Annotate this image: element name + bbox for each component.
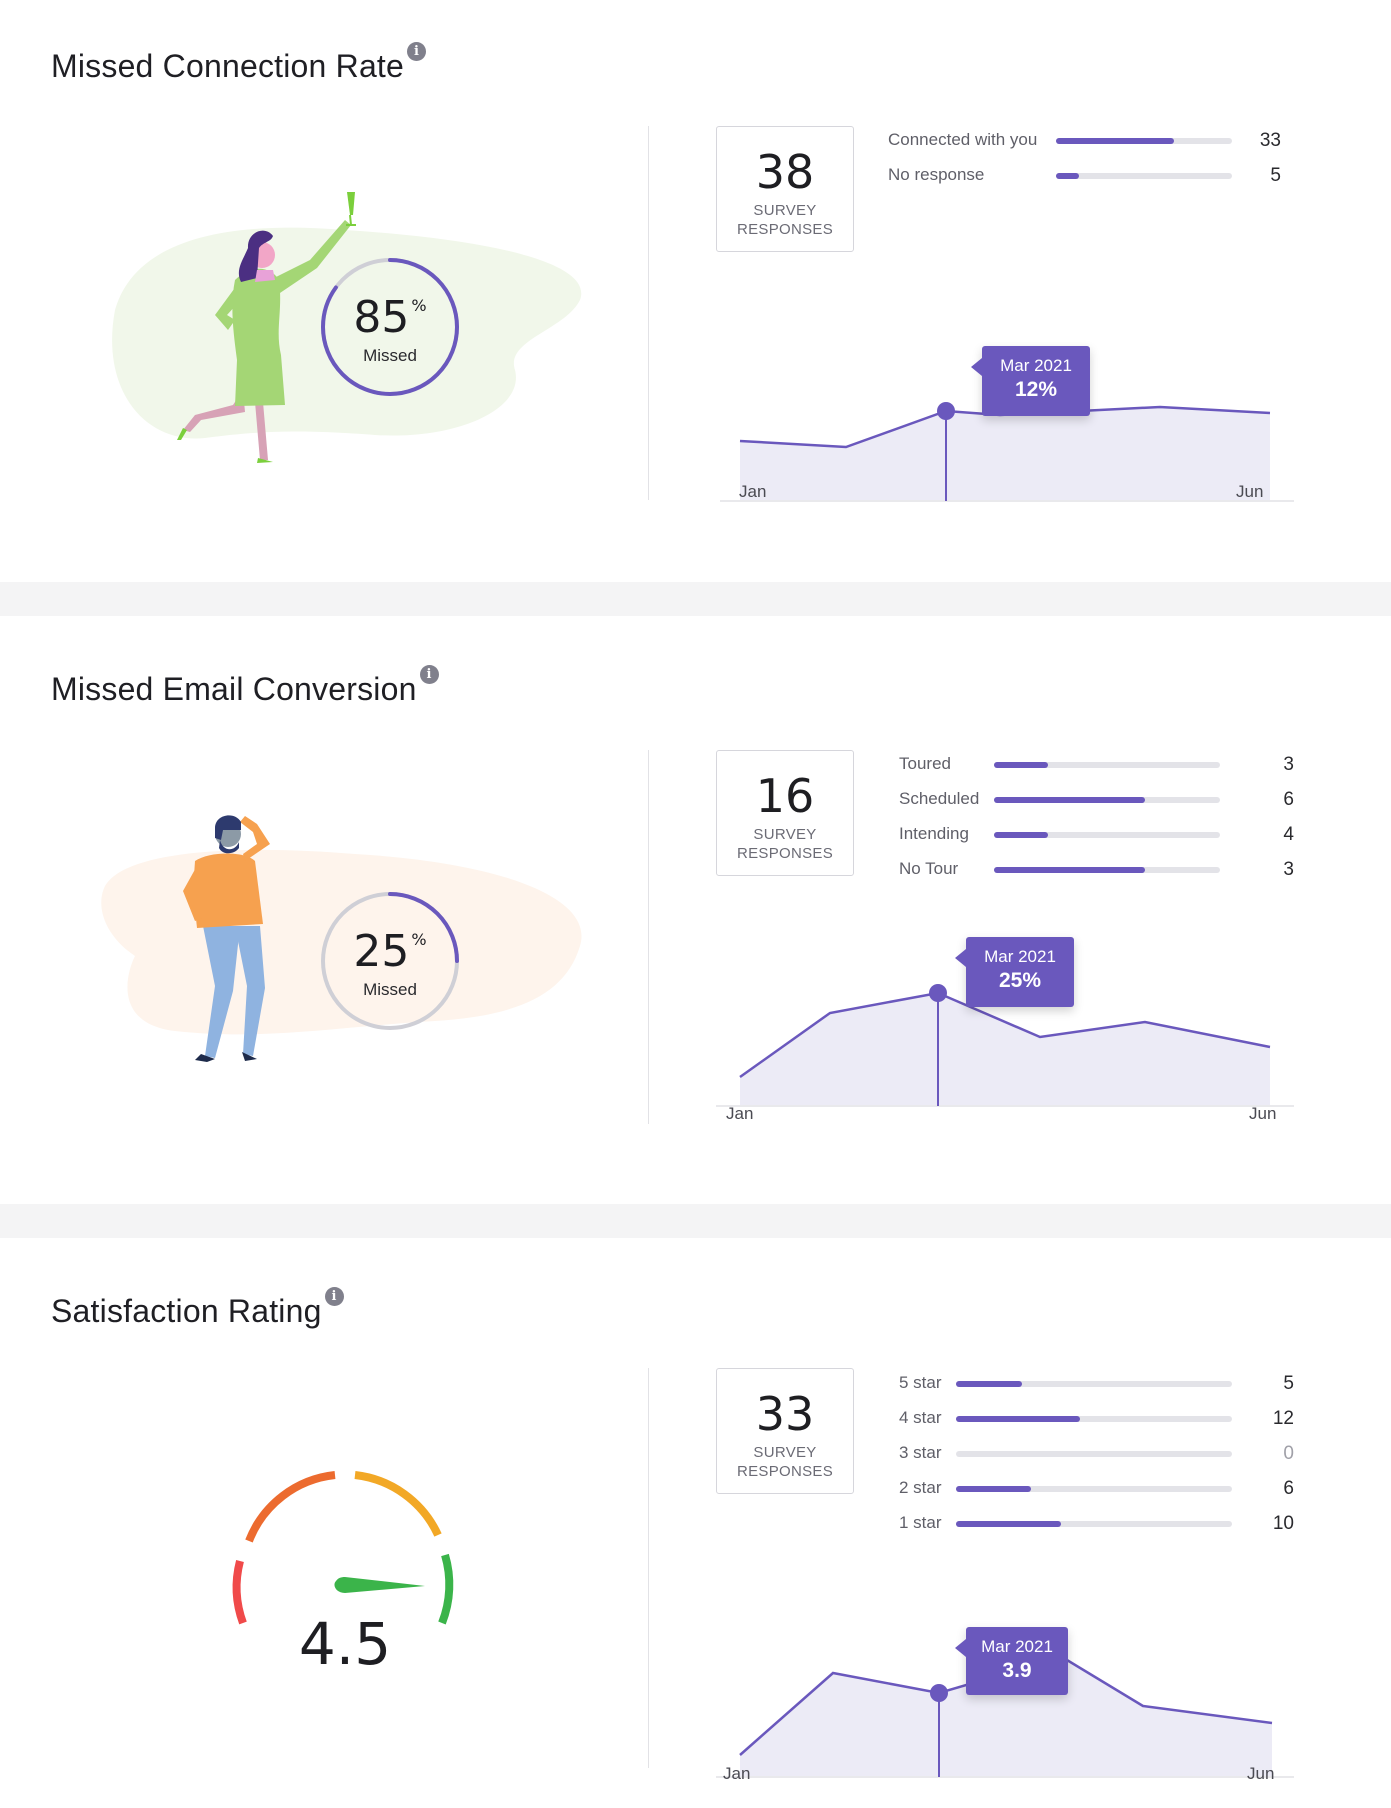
illustration-man: [95, 796, 595, 1116]
info-icon[interactable]: i: [407, 42, 427, 61]
breakdown-row: Toured 3: [899, 754, 1294, 775]
breakdown-row: No Tour 3: [899, 859, 1294, 880]
breakdown-row: 3 star 0: [899, 1443, 1294, 1464]
section-title: Satisfaction Rating i: [51, 1287, 344, 1330]
missed-rate-readout: 25% Missed: [353, 926, 427, 1000]
chart-area: [740, 1657, 1272, 1776]
survey-responses-label: SURVEY RESPONSES: [736, 202, 834, 238]
section-title: Missed Connection Rate i: [51, 42, 427, 85]
breakdown-row: 1 star 10: [899, 1513, 1294, 1534]
x-axis-label-start: Jan: [739, 482, 767, 501]
missed-rate-readout: 85% Missed: [353, 292, 427, 366]
section-title: Missed Email Conversion i: [51, 665, 439, 708]
breakdown-bar: [994, 832, 1049, 838]
breakdown-row: 2 star 6: [899, 1478, 1294, 1499]
survey-response-count: 33: [755, 1387, 815, 1441]
chart-tooltip: Mar 2021 12%: [971, 346, 1090, 416]
breakdown-bar: [994, 797, 1146, 803]
section-separator: [0, 1204, 1391, 1238]
hover-point[interactable]: [930, 1684, 948, 1702]
illustration-woman: [95, 170, 595, 490]
breakdown-row: Intending 4: [899, 824, 1294, 845]
breakdown-bar: [994, 867, 1146, 873]
column-divider: [648, 126, 649, 500]
survey-responses-box: 33 SURVEY RESPONSES: [716, 1368, 854, 1494]
breakdown-bar: [1056, 138, 1174, 144]
satisfaction-gauge: [232, 1471, 454, 1625]
section-missed-connection-rate: Missed Connection Rate i: [0, 0, 1391, 582]
breakdown-row: No response 5: [888, 165, 1281, 186]
trend-chart[interactable]: [700, 335, 1310, 535]
column-divider: [648, 1368, 649, 1768]
breakdown-bar: [956, 1381, 1023, 1387]
info-icon[interactable]: i: [324, 1287, 344, 1306]
survey-response-count: 38: [755, 145, 815, 199]
survey-responses-label: SURVEY RESPONSES: [736, 1444, 834, 1480]
breakdown-bar: [956, 1486, 1031, 1492]
breakdown-bar: [1056, 173, 1079, 179]
breakdown-row: Connected with you 33: [888, 130, 1281, 151]
trend-chart[interactable]: [700, 950, 1310, 1150]
satisfaction-score: 4.5: [298, 1610, 392, 1678]
breakdown-row: 4 star 12: [899, 1408, 1294, 1429]
survey-responses-box: 38 SURVEY RESPONSES: [716, 126, 854, 252]
column-divider: [648, 750, 649, 1124]
info-icon[interactable]: i: [419, 665, 439, 684]
breakdown-bar: [994, 762, 1049, 768]
x-axis-label-end: Jun: [1236, 482, 1264, 501]
gauge-needle: [334, 1577, 425, 1593]
section-satisfaction-rating: Satisfaction Rating i 4.5 33 SURVEY RESPON…: [0, 1238, 1391, 1800]
breakdown-bar: [956, 1521, 1061, 1527]
chart-tooltip: Mar 2021 25%: [955, 937, 1074, 1007]
chart-tooltip: Mar 2021 3.9: [955, 1627, 1068, 1695]
x-axis-label-start: Jan: [726, 1104, 754, 1123]
chart-line: [739, 405, 1271, 449]
chart-area: [740, 993, 1270, 1105]
x-axis-label-end: Jun: [1247, 1764, 1275, 1783]
breakdown-bar: [956, 1416, 1081, 1422]
missed-rate-ring: [321, 892, 459, 1030]
missed-rate-ring: [321, 258, 459, 396]
hover-point[interactable]: [937, 402, 955, 420]
breakdown-row: 5 star 5: [899, 1373, 1294, 1394]
x-axis-label-end: Jun: [1249, 1104, 1277, 1123]
chart-area: [740, 407, 1270, 500]
hover-point[interactable]: [929, 984, 947, 1002]
survey-responses-box: 16 SURVEY RESPONSES: [716, 750, 854, 876]
section-missed-email-conversion: Missed Email Conversion i 25% Missed: [0, 616, 1391, 1204]
survey-response-count: 16: [755, 769, 815, 823]
section-separator: [0, 582, 1391, 616]
chart-line: [739, 991, 1271, 1079]
survey-responses-label: SURVEY RESPONSES: [736, 826, 834, 862]
breakdown-row: Scheduled 6: [899, 789, 1294, 810]
x-axis-label-start: Jan: [723, 1764, 751, 1783]
